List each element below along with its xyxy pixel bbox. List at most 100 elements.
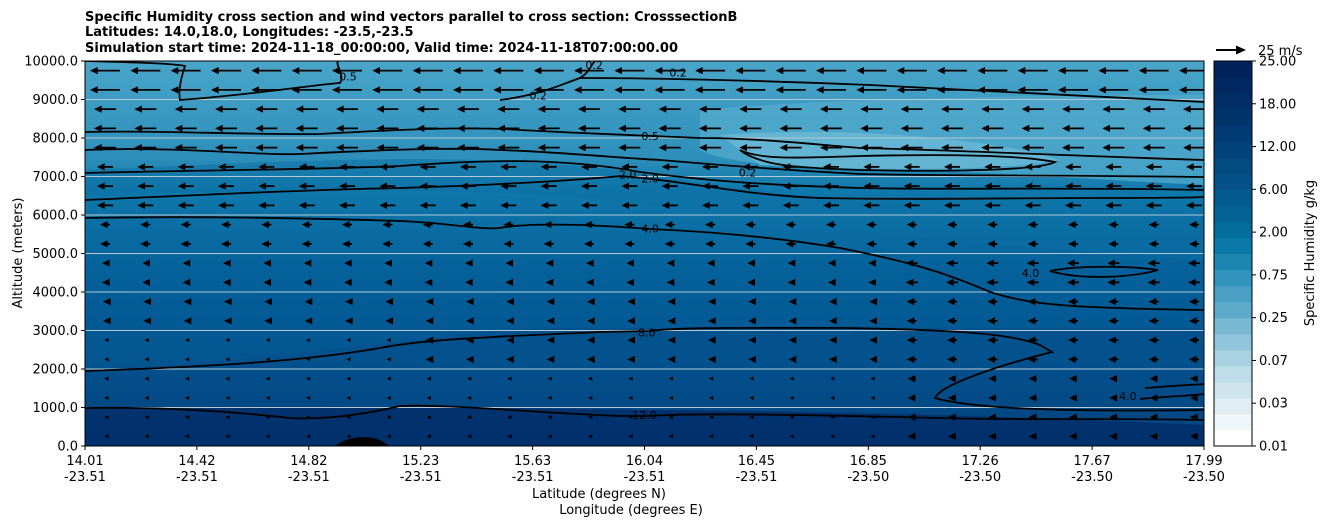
x-tick-label-lon: -23.51 [176, 470, 218, 485]
colorbar-band [1214, 77, 1252, 94]
x-tick-label-lon: -23.50 [1071, 470, 1113, 485]
x-tick-label-lat: 16.04 [626, 454, 663, 469]
y-tick-label: 4000.0 [33, 286, 79, 301]
wind-arrow-head [788, 317, 797, 325]
wind-arrow-head [466, 298, 474, 306]
wind-arrow-head [907, 375, 916, 383]
wind-arrow-head [465, 278, 473, 286]
wind-arrow-head [144, 395, 149, 400]
wind-arrow-icon [789, 395, 794, 400]
wind-arrow-head [1148, 336, 1157, 344]
wind-arrow-icon [1108, 355, 1119, 363]
wind-arrow-head [1186, 163, 1194, 171]
wind-arrow-head [505, 278, 513, 286]
wind-arrow-icon [749, 395, 754, 400]
wind-arrow-icon [628, 434, 633, 439]
wind-arrow-icon [654, 86, 685, 94]
wind-arrow-head [385, 298, 393, 306]
wind-arrow-icon [1017, 86, 1048, 94]
wind-arrow-head [828, 278, 836, 286]
wind-arrow-icon [422, 240, 433, 248]
wind-arrow-icon [336, 105, 358, 113]
wind-arrow-icon [584, 240, 594, 248]
wind-arrow-head [104, 434, 109, 439]
x-tick-label-lat: 14.01 [66, 454, 103, 469]
wind-arrow-icon [218, 201, 234, 209]
wind-arrow-head [1065, 163, 1073, 171]
wind-arrow-icon [739, 144, 762, 152]
wind-arrow-head [1179, 86, 1187, 94]
wind-arrow-head [789, 376, 794, 381]
wind-arrow-icon [547, 395, 552, 400]
wind-arrow-head [342, 221, 350, 229]
wind-arrow-head [708, 336, 716, 344]
contour-label: 0.2 [585, 59, 603, 72]
wind-arrow-icon [261, 221, 272, 229]
wind-arrow-icon [1109, 394, 1118, 402]
wind-arrow-icon [251, 67, 282, 75]
wind-arrow-head [336, 124, 344, 132]
wind-arrow-head [1027, 317, 1036, 325]
wind-arrow-icon [695, 67, 725, 75]
x-axis-label-longitude: Longitude (degrees E) [559, 503, 703, 518]
wind-arrow-head [134, 105, 142, 113]
wind-arrow-icon [856, 86, 887, 94]
wind-arrow-icon [265, 357, 270, 362]
wind-arrow-icon [1105, 201, 1122, 209]
wind-arrow-icon [948, 394, 956, 402]
wind-arrow-icon [1065, 201, 1081, 209]
wind-arrow-head [497, 105, 505, 113]
wind-arrow-icon [900, 124, 923, 132]
wind-arrow-icon [699, 144, 721, 152]
wind-arrow-head [816, 67, 824, 75]
wind-arrow-head [1138, 67, 1147, 75]
wind-arrow-head [1189, 240, 1197, 248]
wind-arrow-icon [346, 395, 351, 400]
wind-arrow-icon [346, 376, 351, 381]
wind-arrow-icon [104, 338, 109, 343]
wind-arrow-head [295, 124, 304, 132]
wind-arrow-icon [104, 434, 109, 439]
wind-arrow-head [547, 376, 552, 381]
wind-arrow-icon [947, 298, 957, 306]
wind-arrow-head [336, 105, 344, 113]
wind-arrow-icon [1108, 336, 1119, 344]
wind-arrow-head [866, 240, 874, 248]
wind-arrow-icon [1186, 182, 1202, 190]
wind-arrow-icon [295, 105, 318, 113]
wind-arrow-icon [180, 240, 191, 248]
wind-arrow-head [614, 86, 622, 94]
wind-arrow-head [507, 415, 512, 420]
wind-arrow-head [789, 395, 794, 400]
colorbar-band [1214, 301, 1252, 319]
wind-arrow-head [666, 259, 675, 267]
colorbar-label: Specific Humidity g/kg [1303, 180, 1318, 326]
wind-arrow-icon [785, 240, 796, 248]
wind-arrow-head [1186, 201, 1194, 209]
wind-arrow-head [545, 259, 554, 267]
wind-arrow-icon [1183, 124, 1204, 132]
wind-arrow-head [251, 67, 259, 75]
wind-arrow-head [225, 357, 230, 362]
wind-arrow-icon [457, 105, 479, 113]
wind-arrow-icon [467, 395, 472, 400]
wind-arrow-icon [668, 376, 673, 381]
colorbar-tick-label: 0.01 [1259, 440, 1288, 455]
wind-arrow-head [1028, 375, 1037, 383]
wind-arrow-head [578, 105, 586, 113]
wind-arrow-icon [1183, 144, 1204, 152]
wind-arrow-icon [211, 86, 241, 94]
wind-arrow-icon [1179, 67, 1204, 75]
wind-arrow-icon [1027, 221, 1038, 229]
wind-arrow-icon [868, 278, 876, 286]
wind-arrow-head [748, 298, 756, 306]
wind-arrow-head [1102, 144, 1110, 152]
wind-arrow-head [426, 434, 431, 439]
colorbar-band [1214, 93, 1252, 110]
wind-arrow-head [540, 182, 549, 190]
y-tick-label: 3000.0 [33, 324, 79, 339]
wind-arrow-icon [739, 124, 762, 132]
wind-arrow-icon [467, 376, 472, 381]
wind-arrow-head [170, 86, 179, 94]
wind-arrow-head [587, 317, 595, 325]
